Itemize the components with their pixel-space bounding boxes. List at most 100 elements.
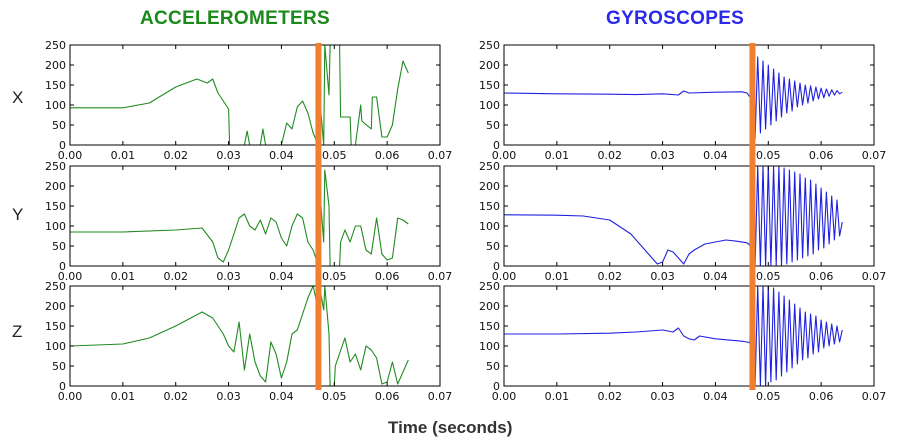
gyroscopes-title: GYROSCOPES xyxy=(606,8,745,29)
accelerometers-z-xtick-label: 0.06 xyxy=(375,390,400,403)
gyroscopes-y-series-line xyxy=(504,165,843,267)
gyroscopes-x-xtick-label: 0.00 xyxy=(492,149,517,162)
gyroscopes-z-ytick-label: 0 xyxy=(493,380,500,393)
accelerometers-z-ytick-label: 150 xyxy=(45,320,66,333)
accelerometers-y-series-line xyxy=(70,169,409,267)
accelerometers-z-xtick-label: 0.02 xyxy=(163,390,188,403)
gyroscopes-z-ytick-label: 100 xyxy=(479,340,500,353)
accelerometers-z-series-line xyxy=(70,285,409,387)
accelerometers-y-ytick-label: 0 xyxy=(59,260,66,273)
accelerometers-title: ACCELEROMETERS xyxy=(140,8,330,29)
x-axis-label: Time (seconds) xyxy=(388,418,513,437)
accelerometers-x-xtick-label: 0.05 xyxy=(322,149,347,162)
accelerometers-y-frame xyxy=(69,165,441,267)
accelerometers-x-ytick-label: 50 xyxy=(52,119,66,132)
gyroscopes-z-ytick-label: 200 xyxy=(479,300,500,313)
gyroscopes-z-ytick-label: 50 xyxy=(486,360,500,373)
accelerometers-x-ytick-label: 250 xyxy=(45,39,66,52)
gyroscopes-x-series-line xyxy=(504,52,843,140)
gyroscopes-z-series-line xyxy=(504,285,843,387)
accelerometers-y-xtick-label: 0.01 xyxy=(111,270,136,283)
gyroscopes-x-ytick-label: 200 xyxy=(479,59,500,72)
gyroscopes-y-xtick-label: 0.01 xyxy=(545,270,570,283)
gyroscopes-z-ytick-label: 250 xyxy=(479,280,500,293)
gyroscopes-y-xtick-label: 0.03 xyxy=(650,270,675,283)
accelerometers-x-ytick-label: 150 xyxy=(45,79,66,92)
gyroscopes-y-ytick-label: 50 xyxy=(486,240,500,253)
accelerometers-y-xtick-label: 0.03 xyxy=(216,270,241,283)
gyroscopes-y-xtick-label: 0.07 xyxy=(862,270,887,283)
accelerometers-x-xtick-label: 0.00 xyxy=(58,149,83,162)
gyroscopes-y-frame xyxy=(503,165,875,267)
gyroscopes-x-xtick-label: 0.01 xyxy=(545,149,570,162)
gyroscopes-z-xtick-label: 0.01 xyxy=(545,390,570,403)
accelerometers-x-ytick-label: 100 xyxy=(45,99,66,112)
row-label-x: X xyxy=(12,88,24,107)
accelerometers-z-frame xyxy=(69,285,441,387)
accelerometers-y-ytick-label: 250 xyxy=(45,160,66,173)
accelerometers-y-panel: 0 50 100 150 200 250 0.00 0.01 0.02 0.03 0.04 0.05 0… xyxy=(45,160,452,283)
gyroscopes-z-ytick-label: 150 xyxy=(479,320,500,333)
accelerometers-x-frame xyxy=(69,44,441,146)
accelerometers-y-xtick-label: 0.00 xyxy=(58,270,83,283)
gyroscopes-x-xtick-label: 0.05 xyxy=(756,149,781,162)
gyroscopes-y-xtick-label: 0.00 xyxy=(492,270,517,283)
gyroscopes-z-xtick-label: 0.02 xyxy=(597,390,622,403)
gyroscopes-z-xtick-label: 0.00 xyxy=(492,390,517,403)
gyroscopes-y-ytick-label: 100 xyxy=(479,220,500,233)
accelerometers-z-ytick-label: 200 xyxy=(45,300,66,313)
accelerometers-z-ytick-label: 250 xyxy=(45,280,66,293)
accelerometers-y-ytick-label: 50 xyxy=(52,240,66,253)
gyroscopes-x-ytick-label: 100 xyxy=(479,99,500,112)
accelerometers-z-ytick-label: 50 xyxy=(52,360,66,373)
accelerometers-y-xtick-label: 0.04 xyxy=(269,270,294,283)
accelerometers-x-series-line xyxy=(70,44,409,146)
gyroscopes-y-xtick-label: 0.04 xyxy=(703,270,728,283)
gyroscopes-z-xtick-label: 0.05 xyxy=(756,390,781,403)
accelerometers-z-ytick-label: 0 xyxy=(59,380,66,393)
row-label-z: Z xyxy=(12,322,23,341)
accelerometers-y-xtick-label: 0.02 xyxy=(163,270,188,283)
accelerometers-x-xtick-label: 0.02 xyxy=(163,149,188,162)
gyroscopes-x-frame xyxy=(503,44,875,146)
gyroscopes-z-xtick-label: 0.06 xyxy=(809,390,834,403)
accelerometers-z-xtick-label: 0.07 xyxy=(428,390,453,403)
accelerometers-x-xtick-label: 0.04 xyxy=(269,149,294,162)
gyroscopes-x-xtick-label: 0.03 xyxy=(650,149,675,162)
accelerometers-y-xtick-label: 0.07 xyxy=(428,270,453,283)
accelerometers-x-xtick-label: 0.07 xyxy=(428,149,453,162)
gyroscopes-z-xtick-label: 0.03 xyxy=(650,390,675,403)
gyroscopes-z-xtick-label: 0.07 xyxy=(862,390,887,403)
accelerometers-z-ytick-label: 100 xyxy=(45,340,66,353)
accelerometers-z-xtick-label: 0.01 xyxy=(111,390,136,403)
accelerometers-x-ytick-label: 200 xyxy=(45,59,66,72)
gyroscopes-x-ytick-label: 0 xyxy=(493,139,500,152)
accelerometers-x-xtick-label: 0.01 xyxy=(111,149,136,162)
accelerometers-x-xtick-label: 0.06 xyxy=(375,149,400,162)
gyroscopes-x-xtick-label: 0.02 xyxy=(597,149,622,162)
gyroscopes-y-ytick-label: 0 xyxy=(493,260,500,273)
gyroscopes-z-frame xyxy=(503,285,875,387)
gyroscopes-y-ytick-label: 150 xyxy=(479,200,500,213)
gyroscopes-x-xtick-label: 0.06 xyxy=(809,149,834,162)
row-label-y: Y xyxy=(12,205,24,224)
gyroscopes-x-panel: 0 50 100 150 200 250 0.00 0.01 0.02 0.03 0.04 0.05 0… xyxy=(479,39,886,162)
gyroscopes-x-ytick-label: 50 xyxy=(486,119,500,132)
accelerometers-y-ytick-label: 100 xyxy=(45,220,66,233)
gyroscopes-x-xtick-label: 0.04 xyxy=(703,149,728,162)
accelerometers-y-ytick-label: 200 xyxy=(45,180,66,193)
accelerometers-x-panel: 0 50 100 150 200 250 0.00 0.01 0.02 0.03 0.04 0.05 0… xyxy=(45,39,452,162)
gyroscopes-x-xtick-label: 0.07 xyxy=(862,149,887,162)
gyroscopes-y-ytick-label: 250 xyxy=(479,160,500,173)
gyroscopes-y-ytick-label: 200 xyxy=(479,180,500,193)
gyroscopes-x-ytick-label: 150 xyxy=(479,79,500,92)
gyroscopes-event-marker xyxy=(749,43,756,390)
accelerometers-z-xtick-label: 0.05 xyxy=(322,390,347,403)
gyroscopes-y-xtick-label: 0.02 xyxy=(597,270,622,283)
accelerometers-y-xtick-label: 0.06 xyxy=(375,270,400,283)
accelerometers-y-xtick-label: 0.05 xyxy=(322,270,347,283)
accelerometers-z-xtick-label: 0.00 xyxy=(58,390,83,403)
gyroscopes-x-ytick-label: 250 xyxy=(479,39,500,52)
accelerometers-z-xtick-label: 0.03 xyxy=(216,390,241,403)
